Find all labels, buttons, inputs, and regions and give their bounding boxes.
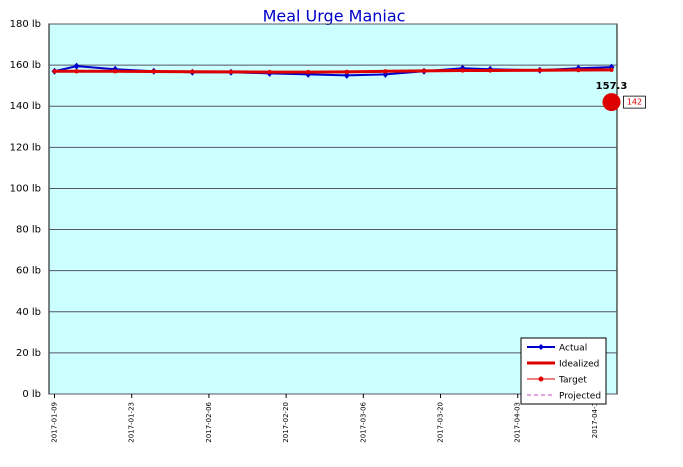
legend-label: Target: [558, 376, 587, 386]
x-tick-label: 2017-04-03: [514, 402, 522, 443]
point: [343, 71, 350, 79]
point: [537, 68, 542, 73]
legend-marker: [538, 376, 544, 382]
y-tick-label: 180 lb: [10, 19, 41, 30]
point: [383, 69, 388, 74]
legend-marker: [538, 344, 544, 350]
point: [228, 69, 234, 75]
target-point: [602, 93, 621, 112]
plot-area: [48, 23, 618, 395]
y-tick-label: 100 lb: [10, 183, 41, 194]
point: [73, 62, 80, 70]
legend-label: Projected: [559, 392, 601, 402]
point: [151, 69, 156, 74]
series-line: [54, 68, 612, 74]
point: [487, 68, 493, 73]
y-tick-label: 20 lb: [16, 348, 41, 359]
point: [74, 69, 79, 74]
point: [344, 69, 349, 75]
y-tick-label: 60 lb: [16, 266, 41, 277]
y-tick-label: 0 lb: [22, 389, 41, 400]
legend-box: [520, 337, 607, 405]
x-tick-label: 2017-01-09: [51, 402, 59, 443]
y-tick-label: 40 lb: [16, 307, 41, 318]
point: [305, 69, 311, 75]
point: [421, 68, 427, 74]
point: [190, 69, 195, 74]
point: [267, 69, 272, 75]
legend-label: Idealized: [559, 360, 599, 370]
y-tick-label: 80 lb: [16, 225, 41, 236]
point: [609, 67, 614, 73]
y-tick-label: 120 lb: [10, 142, 41, 153]
point: [460, 68, 465, 73]
legend-label: Actual: [559, 344, 587, 354]
x-tick-label: 2017-03-20: [437, 402, 445, 443]
x-tick-label: 2017-02-20: [282, 402, 290, 443]
point: [576, 67, 581, 73]
x-tick-label: 2017-04-1: [591, 402, 599, 438]
point: [112, 69, 118, 74]
x-tick-label: 2017-02-06: [205, 401, 213, 442]
annotation: 157.3: [596, 81, 628, 92]
value-label-box: [623, 95, 646, 109]
y-tick-label: 160 lb: [10, 60, 41, 71]
x-tick-label: 2017-03-06: [359, 401, 367, 442]
x-tick-label: 2017-01-23: [128, 402, 136, 443]
chart-title: Meal Urge Maniac: [263, 7, 406, 26]
value-label: 142: [627, 98, 642, 107]
point: [52, 69, 57, 74]
y-tick-label: 140 lb: [10, 101, 41, 112]
